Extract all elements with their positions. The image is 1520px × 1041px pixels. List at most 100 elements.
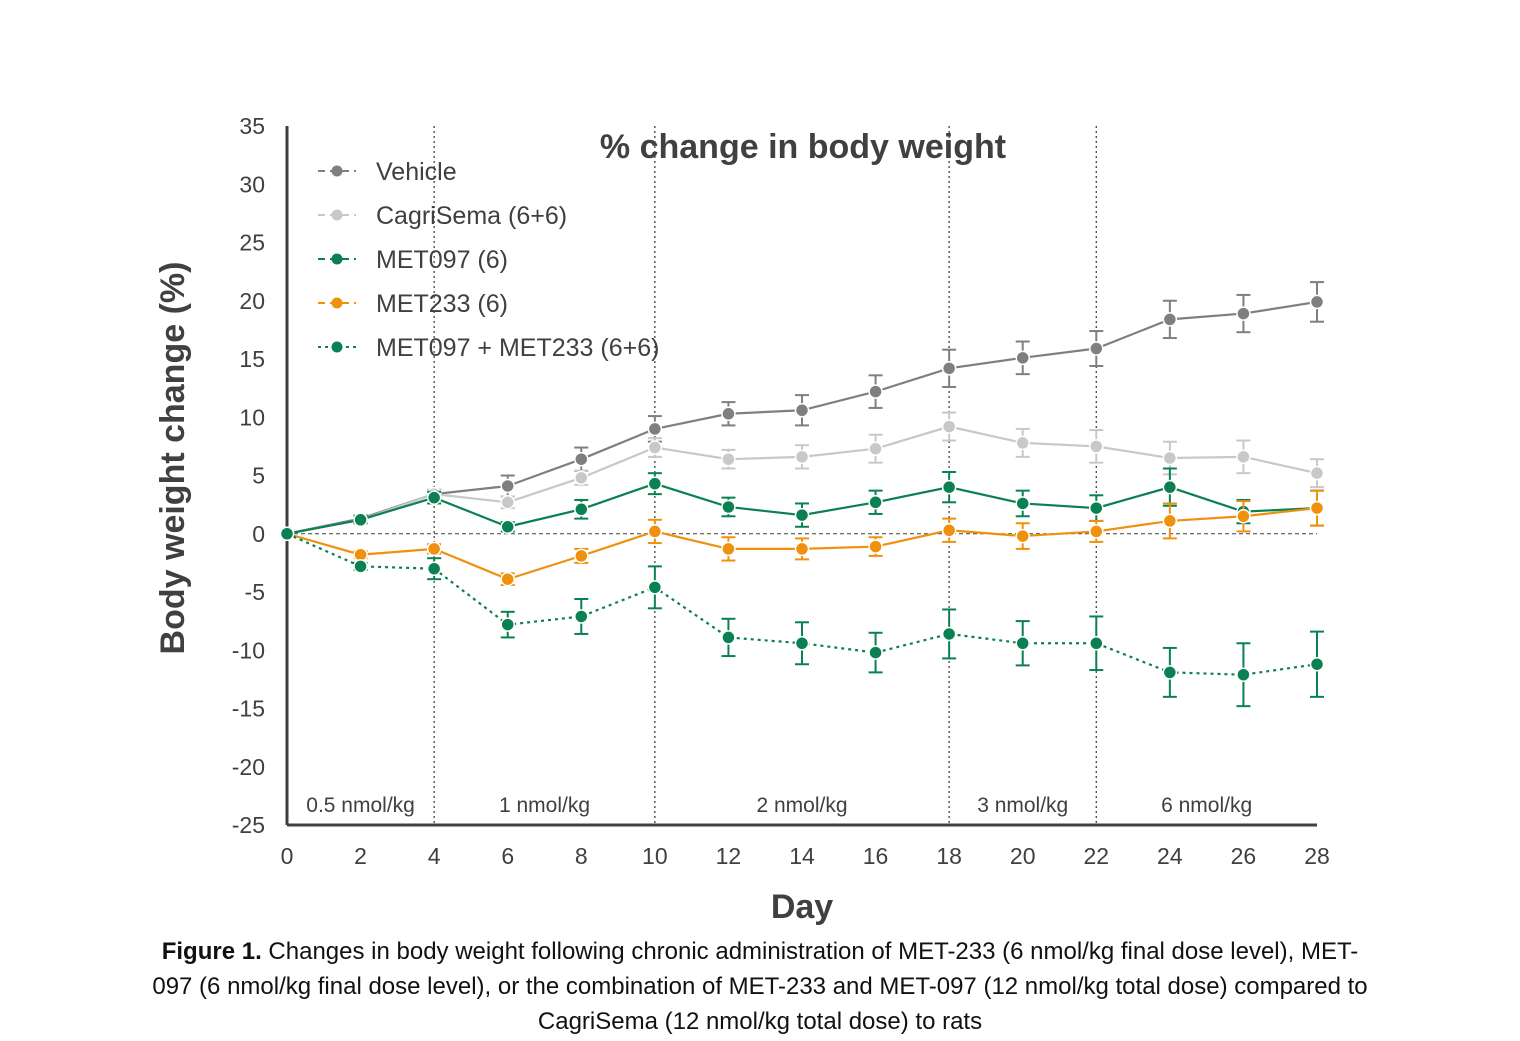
y-tick-label: 35 — [239, 113, 265, 139]
legend-marker — [331, 341, 343, 353]
x-tick-label: 18 — [936, 843, 962, 869]
legend-label: MET097 + MET233 (6+6) — [376, 334, 659, 362]
legend-marker — [331, 297, 343, 309]
caption-label: Figure 1. — [161, 938, 262, 965]
legend-marker — [331, 253, 343, 265]
legend-label: CagriSema (6+6) — [376, 202, 567, 230]
data-point — [1236, 449, 1251, 465]
data-point — [426, 490, 442, 505]
figure-caption: Figure 1. Changes in body weight followi… — [150, 934, 1370, 1039]
x-tick-label: 4 — [428, 843, 441, 869]
y-tick-label: 25 — [239, 230, 265, 256]
data-point — [426, 561, 442, 576]
data-point — [426, 541, 442, 557]
dose-period-label: 6 nmol/kg — [1161, 794, 1252, 817]
data-point — [1015, 528, 1030, 544]
data-point — [647, 421, 663, 437]
data-point — [941, 361, 957, 376]
y-axis-label: Body weight change (%) — [154, 262, 192, 655]
x-tick-label: 10 — [642, 843, 668, 869]
data-point — [647, 440, 663, 455]
data-point — [794, 449, 810, 465]
data-point — [794, 636, 810, 651]
x-tick-label: 12 — [716, 843, 742, 869]
data-point — [794, 507, 810, 523]
data-point — [1089, 500, 1104, 516]
data-point — [721, 406, 736, 422]
data-point — [1089, 439, 1104, 454]
data-point — [500, 495, 515, 510]
data-point — [353, 512, 368, 528]
data-point — [353, 559, 368, 574]
data-point — [721, 451, 736, 467]
data-point — [647, 476, 663, 491]
legend-label: Vehicle — [376, 158, 457, 186]
x-tick-label: 14 — [789, 843, 815, 869]
caption-text: Changes in body weight following chronic… — [152, 938, 1368, 1035]
legend-label: MET097 (6) — [376, 246, 508, 274]
data-point — [500, 617, 515, 632]
data-point — [721, 630, 736, 645]
data-point — [1015, 636, 1030, 651]
x-tick-label: 26 — [1231, 843, 1257, 869]
data-point — [1089, 636, 1104, 651]
dose-period-label: 3 nmol/kg — [977, 794, 1068, 817]
data-point — [1309, 294, 1325, 310]
data-point — [1236, 509, 1251, 524]
x-tick-label: 20 — [1010, 843, 1036, 869]
dose-period-label: 0.5 nmol/kg — [306, 794, 415, 817]
y-tick-label: -10 — [232, 637, 265, 663]
data-point — [1015, 435, 1030, 451]
data-point — [1162, 312, 1178, 327]
x-tick-label: 6 — [501, 843, 514, 869]
y-tick-label: 0 — [252, 521, 265, 547]
data-point — [1162, 479, 1178, 495]
y-tick-label: 5 — [252, 463, 265, 489]
data-point — [1236, 306, 1251, 321]
data-point — [500, 478, 515, 494]
data-point — [1162, 450, 1178, 466]
data-point — [868, 495, 883, 510]
legend-marker — [331, 165, 343, 177]
data-point — [1089, 341, 1104, 356]
legend-marker — [331, 209, 343, 221]
data-point — [868, 645, 883, 660]
y-tick-label: -5 — [245, 579, 265, 605]
data-point — [574, 451, 589, 467]
data-point — [574, 548, 589, 564]
data-point — [1089, 524, 1104, 539]
dose-period-label: 2 nmol/kg — [756, 794, 847, 817]
data-point — [941, 479, 957, 495]
data-point — [1015, 350, 1030, 366]
data-point — [941, 419, 957, 434]
data-point — [574, 609, 589, 624]
data-point — [1309, 500, 1325, 516]
data-point — [574, 470, 589, 486]
data-point — [794, 541, 810, 557]
data-point — [647, 524, 663, 539]
data-point — [868, 539, 883, 554]
y-tick-label: 10 — [239, 404, 265, 430]
data-point — [941, 523, 957, 538]
x-tick-label: 0 — [281, 843, 294, 869]
data-point — [721, 499, 736, 515]
x-tick-label: 2 — [354, 843, 367, 869]
legend-label: MET233 (6) — [376, 290, 508, 318]
data-point — [868, 384, 883, 399]
data-point — [574, 502, 589, 517]
y-tick-label: 20 — [239, 288, 265, 314]
x-axis-label: Day — [771, 888, 833, 926]
data-point — [794, 403, 810, 418]
data-point — [868, 441, 883, 456]
data-point — [647, 580, 663, 595]
data-point — [500, 519, 515, 535]
x-tick-label: 16 — [863, 843, 889, 869]
data-point — [500, 571, 515, 587]
data-point — [1162, 665, 1178, 680]
data-point — [1015, 496, 1030, 511]
y-tick-label: -20 — [232, 754, 265, 780]
data-point — [1162, 513, 1178, 529]
data-point — [1309, 465, 1325, 481]
y-tick-label: 15 — [239, 346, 265, 372]
